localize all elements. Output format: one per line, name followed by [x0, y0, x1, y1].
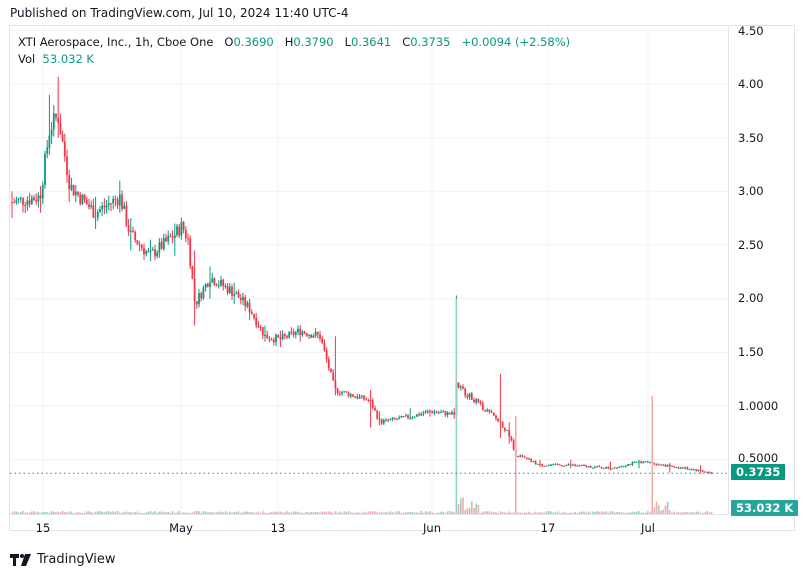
last-volume-badge: 53.032 K — [731, 500, 799, 516]
time-label: Jul — [641, 521, 655, 535]
tradingview-logo-icon — [10, 553, 31, 566]
ohlc-row: XTI Aerospace, Inc., 1h, Cboe One O0.369… — [18, 35, 571, 49]
high-value: 0.3790 — [293, 35, 334, 49]
last-price-badge: 0.3735 — [731, 464, 786, 480]
price-label: 1.50 — [738, 345, 764, 359]
tradingview-brand[interactable]: TradingView — [10, 552, 116, 567]
chart-legend: XTI Aerospace, Inc., 1h, Cboe One O0.369… — [18, 34, 570, 68]
low-value: 0.3641 — [351, 35, 392, 49]
volume-value: 53.032 K — [42, 52, 94, 66]
change-value: +0.0094 (+2.58%) — [461, 35, 571, 49]
time-label: May — [169, 521, 193, 535]
candlestick-chart — [10, 26, 728, 514]
price-label: 4.50 — [738, 24, 764, 38]
time-label: 17 — [540, 521, 556, 535]
price-label: 2.00 — [738, 291, 764, 305]
time-label: Jun — [423, 521, 441, 535]
chart-frame — [9, 25, 795, 531]
price-label: 3.00 — [738, 184, 764, 198]
price-axis-separator — [728, 26, 729, 514]
published-caption: Published on TradingView.com, Jul 10, 20… — [10, 6, 349, 20]
price-label: 2.50 — [738, 238, 764, 252]
price-label: 3.50 — [738, 131, 764, 145]
time-axis-separator — [10, 514, 728, 515]
brand-name: TradingView — [37, 552, 116, 567]
volume-row: Vol 53.032 K — [18, 51, 570, 68]
price-label: 4.00 — [738, 77, 764, 91]
time-label: 13 — [270, 521, 286, 535]
time-label: 15 — [35, 521, 51, 535]
close-value: 0.3735 — [410, 35, 451, 49]
volume-label[interactable]: Vol — [18, 52, 36, 66]
open-value: 0.3690 — [233, 35, 274, 49]
price-label: 1.0000 — [738, 399, 779, 413]
price-label: 0.5000 — [738, 451, 779, 465]
symbol-title[interactable]: XTI Aerospace, Inc., 1h, Cboe One — [18, 35, 214, 49]
chart-plot-area[interactable] — [10, 26, 728, 514]
